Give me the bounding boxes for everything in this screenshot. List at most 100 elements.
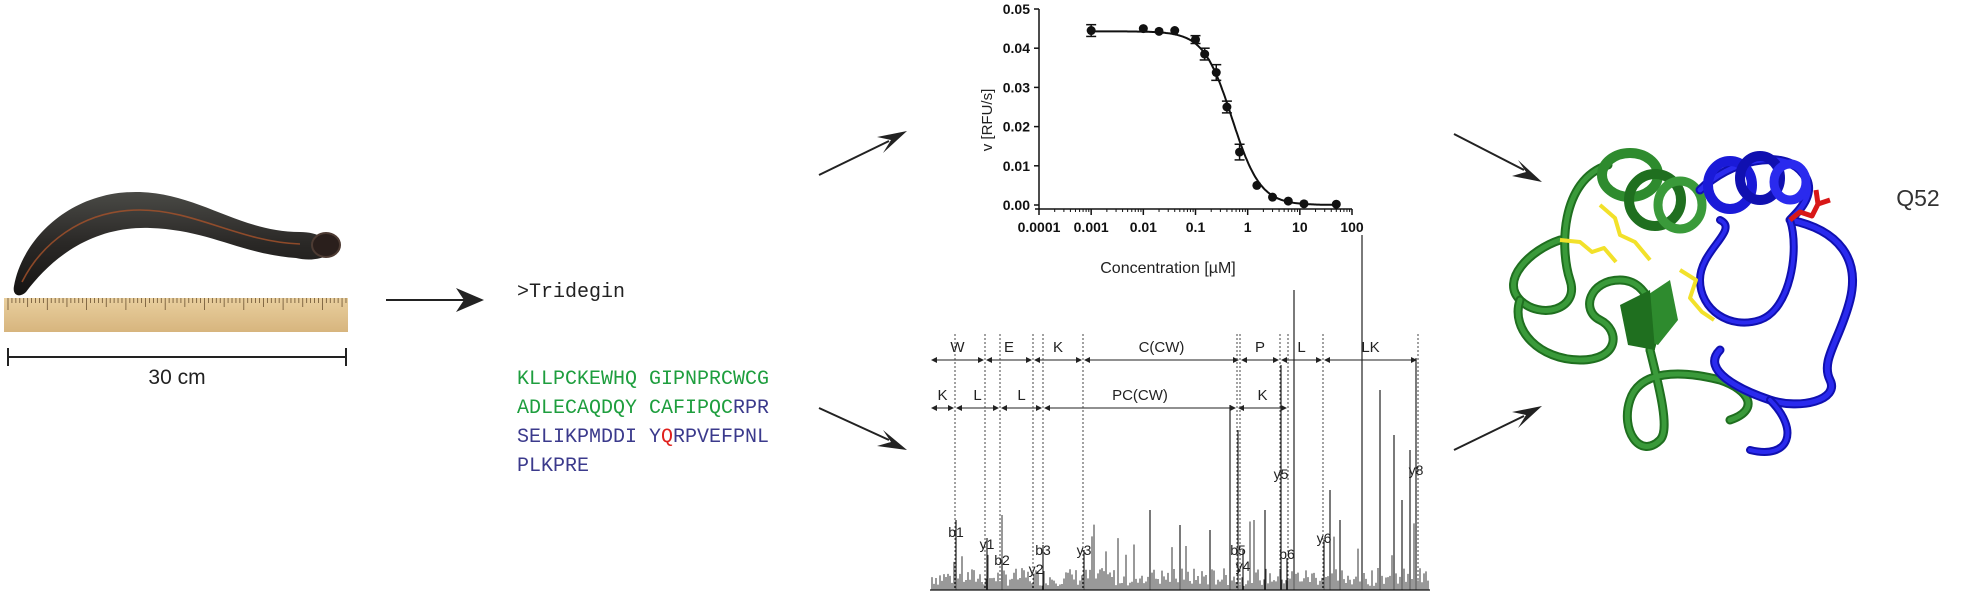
fragment-arrow-left — [931, 405, 937, 411]
sequence-line: SELIKPMDDI YQRPVEFPNL — [517, 423, 769, 452]
fragment-arrow-right — [1316, 357, 1322, 363]
residue-label-q52: Q52 — [1896, 185, 1939, 211]
x-tick-label: 0.01 — [1130, 219, 1157, 235]
fragment-label: L — [1297, 339, 1305, 356]
ion-label: y5 — [1274, 466, 1289, 482]
fragment-arrow-left — [956, 405, 962, 411]
fragment-arrow-left — [1238, 405, 1244, 411]
data-point — [1211, 68, 1221, 78]
fragment-label: L — [973, 387, 981, 404]
ion-label: y8 — [1409, 462, 1424, 478]
y-tick-label: 0.05 — [1003, 1, 1030, 17]
data-points — [1086, 23, 1341, 209]
ion-label: b5 — [1230, 542, 1246, 558]
data-point — [1268, 192, 1278, 202]
sequence-lines: KLLPCKEWHQ GIPNPRCWCG ADLECAQDQY CAFIPQCR… — [517, 365, 769, 481]
sequence-segment: RPR — [733, 397, 770, 420]
helix-blue — [1703, 151, 1811, 214]
fragment-label: K — [937, 387, 947, 404]
data-point — [1200, 49, 1210, 59]
q52-side-chain — [1788, 189, 1831, 222]
sequence-line: PLKPRE — [517, 452, 769, 481]
fragment-label: C(CW) — [1139, 339, 1185, 356]
leech-body — [13, 191, 341, 296]
fragment-arrow-left — [1044, 405, 1050, 411]
data-point — [1191, 35, 1200, 45]
sequence-panel: >Tridegin KLLPCKEWHQ GIPNPRCWCG ADLECAQDQ… — [517, 220, 769, 510]
fragment-arrow-left — [986, 357, 992, 363]
fragment-arrow-right — [1230, 405, 1236, 411]
fragment-arrow-right — [1026, 357, 1032, 363]
x-tick-label: 1 — [1244, 219, 1252, 235]
sequence-segment: KLLPCKEWHQ GIPNPRCWCG — [517, 368, 770, 391]
x-tick-label: 10 — [1292, 219, 1308, 235]
fragment-label: P — [1255, 339, 1265, 356]
fragment-label: K — [1257, 387, 1267, 404]
x-tick-label: 0.001 — [1074, 219, 1109, 235]
sequence-segment: ADLECAQDQY CAFIPQC — [517, 397, 734, 420]
fragment-label: K — [1053, 339, 1063, 356]
scale-bar — [7, 348, 347, 366]
dose-response-chart: 0.00 0.01 0.02 0.03 0.04 0.05 0.0001 0.001 0.01 0… — [979, 1, 1364, 277]
fragment-arrow-left — [1324, 357, 1330, 363]
y-tick-label: 0.02 — [1003, 119, 1030, 135]
fragment-arrow-left — [1281, 357, 1287, 363]
sequence-segment: RPVEFPNL — [673, 426, 770, 449]
x-tick-label: 0.1 — [1186, 219, 1206, 235]
fragment-arrow-right — [1281, 405, 1287, 411]
fragment-label: PC(CW) — [1112, 387, 1168, 404]
sequence-segment: Q — [661, 426, 674, 449]
fragment-arrow-left — [1241, 357, 1247, 363]
arrow-to-chart — [818, 131, 907, 176]
data-point — [1235, 147, 1245, 157]
ruler-ticks — [7, 298, 347, 310]
ion-label: y3 — [1077, 542, 1092, 558]
y-tick-label: 0.01 — [1003, 158, 1030, 174]
fragment-annotations: W E K C(CW) P L LK K L L PC(CW) K — [931, 334, 1419, 590]
data-point — [1331, 199, 1341, 209]
fragment-arrow-left — [931, 357, 937, 363]
y-tick-label: 0.00 — [1003, 197, 1030, 213]
fragment-arrow-right — [1076, 357, 1082, 363]
scale-bar-label: 30 cm — [148, 366, 205, 389]
ion-label: y6 — [1317, 530, 1332, 546]
fragment-arrow-right — [1036, 405, 1042, 411]
fragment-arrow-right — [993, 405, 999, 411]
protein-structure: Q52 — [1509, 148, 1940, 456]
fragment-arrow-left — [1034, 357, 1040, 363]
x-tick-label: 0.0001 — [1018, 219, 1061, 235]
fragment-label: L — [1017, 387, 1025, 404]
data-point — [1252, 180, 1262, 190]
data-point — [1222, 102, 1232, 112]
ruler — [4, 298, 348, 332]
x-axis-label: Concentration [µM] — [1100, 260, 1236, 277]
fragment-arrow-left — [1084, 357, 1090, 363]
y-axis-label: v [RFU/s] — [979, 89, 996, 152]
data-point — [1170, 26, 1180, 36]
data-point — [1299, 199, 1309, 209]
arrow-to-sequence — [386, 288, 484, 312]
fragment-arrow-right — [978, 357, 984, 363]
fragment-label: E — [1004, 339, 1014, 356]
data-point — [1283, 196, 1293, 206]
ion-label: y2 — [1029, 561, 1044, 577]
data-point — [1086, 26, 1096, 36]
y-tick-label: 0.03 — [1003, 79, 1030, 95]
ion-label: y4 — [1236, 558, 1251, 574]
fragment-arrow-right — [1233, 357, 1239, 363]
arrow-to-spectrum — [818, 407, 907, 450]
fragment-label: W — [950, 339, 965, 356]
data-point — [1154, 26, 1164, 36]
arrow-chart-to-structure — [1453, 133, 1542, 182]
ion-label: b6 — [1279, 546, 1295, 562]
fragment-arrow-left — [1001, 405, 1007, 411]
fragment-label: LK — [1361, 339, 1379, 356]
y-tick-label: 0.04 — [1003, 40, 1030, 56]
sequence-line: ADLECAQDQY CAFIPQCRPR — [517, 394, 769, 423]
fragment-arrow-right — [1411, 357, 1417, 363]
ion-label: b2 — [994, 552, 1010, 568]
sequence-segment: SELIKPMDDI Y — [517, 426, 662, 449]
sequence-title: >Tridegin — [517, 281, 626, 304]
